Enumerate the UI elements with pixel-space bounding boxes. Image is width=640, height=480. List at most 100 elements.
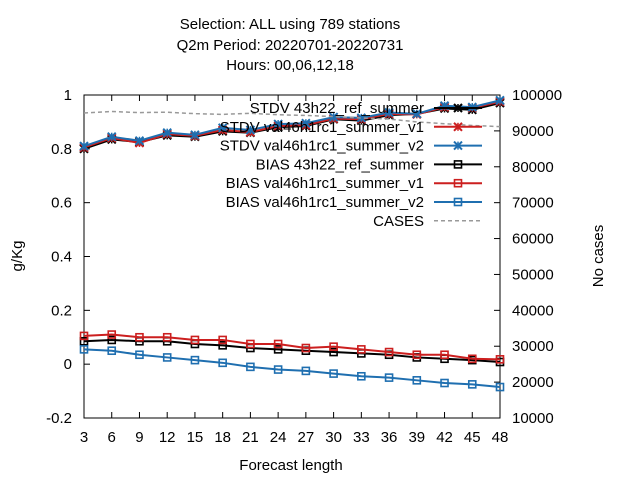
data-point — [273, 119, 283, 129]
x-tick-label: 45 — [464, 429, 481, 446]
data-point — [107, 132, 117, 142]
data-point — [412, 350, 422, 360]
data-point — [162, 332, 172, 342]
x-tick-label: 48 — [492, 429, 509, 446]
legend-entry-5: BIAS val46h1rc1_summer_v2 — [226, 194, 482, 211]
y-tick-label: 0.4 — [51, 249, 72, 266]
series-2 — [79, 95, 505, 151]
legend-entry-3: BIAS 43h22_ref_summer — [256, 156, 482, 173]
series-4 — [79, 330, 505, 364]
data-point — [273, 339, 283, 349]
y2-tick-label: 60000 — [512, 231, 554, 248]
data-point — [190, 355, 200, 365]
data-point — [329, 369, 338, 378]
y-axis-label: g/Kg — [9, 241, 26, 272]
legend-label: STDV val46h1rc1_summer_v1 — [220, 119, 424, 136]
chart-title-line-1: Selection: ALL using 789 stations — [179, 16, 401, 33]
data-point — [329, 347, 338, 357]
x-tick-label: 9 — [135, 429, 143, 446]
data-point — [467, 380, 477, 389]
data-point — [412, 376, 422, 385]
data-point — [135, 332, 144, 342]
data-point — [412, 109, 422, 119]
data-point — [218, 335, 227, 345]
series-5 — [79, 345, 505, 392]
x-tick-label: 18 — [214, 429, 231, 446]
legend-marker — [453, 140, 463, 151]
x-tick-label: 39 — [408, 429, 425, 446]
chart-title-line-2: Q2m Period: 20220701-20220731 — [176, 37, 404, 54]
x-tick-label: 42 — [436, 429, 453, 446]
data-point — [190, 335, 200, 345]
data-point — [79, 331, 89, 341]
y2-tick-label: 70000 — [512, 195, 554, 212]
data-point — [301, 118, 311, 128]
legend-marker — [453, 103, 463, 113]
data-point — [328, 112, 339, 122]
data-point — [107, 335, 117, 345]
data-point — [384, 107, 394, 118]
y2-tick-label: 100000 — [512, 87, 562, 104]
y2-tick-label: 90000 — [512, 123, 554, 140]
data-point — [79, 141, 89, 151]
y2-tick-label: 40000 — [512, 302, 554, 319]
y2-tick-label: 20000 — [512, 374, 554, 391]
data-point — [301, 343, 311, 353]
legend-marker — [453, 178, 463, 188]
series-line — [83, 338, 501, 364]
y-tick-label: 1 — [64, 87, 72, 104]
legend: STDV 43h22_ref_summer STDV val46h1rc1_sum… — [220, 100, 482, 230]
series-line — [83, 348, 501, 389]
series-3 — [79, 335, 505, 367]
data-point — [217, 123, 228, 133]
data-point — [301, 366, 311, 376]
data-point — [273, 365, 283, 374]
data-point — [495, 382, 505, 392]
data-point — [107, 346, 117, 356]
data-point — [440, 378, 449, 388]
legend-entry-4: BIAS val46h1rc1_summer_v1 — [226, 175, 482, 192]
legend-label: BIAS val46h1rc1_summer_v2 — [226, 194, 424, 211]
legend-entry-2: STDV val46h1rc1_summer_v2 — [220, 138, 482, 155]
data-point — [218, 341, 227, 350]
legend-entry-6: CASES — [373, 213, 482, 230]
legend-marker — [453, 122, 463, 132]
data-point — [356, 113, 367, 123]
x-axis-label: Forecast length — [239, 457, 342, 474]
data-point — [134, 136, 145, 146]
y-tick-label: 0 — [64, 356, 72, 373]
data-point — [495, 355, 505, 364]
data-point — [495, 95, 505, 106]
x-tick-label: 21 — [242, 429, 259, 446]
data-point — [384, 373, 394, 382]
data-point — [467, 354, 477, 364]
chart-title-line-3: Hours: 00,06,12,18 — [226, 57, 354, 74]
legend-entry-1: STDV val46h1rc1_summer_v1 — [220, 119, 482, 136]
data-point — [440, 350, 449, 360]
y-tick-label: 0.8 — [51, 141, 72, 158]
y2-tick-label: 30000 — [512, 338, 554, 355]
x-tick-label: 6 — [108, 429, 116, 446]
x-tick-label: 3 — [80, 429, 88, 446]
data-point — [79, 336, 89, 346]
data-point — [357, 371, 366, 381]
data-point — [245, 125, 256, 135]
legend-label: BIAS 43h22_ref_summer — [256, 156, 424, 173]
data-point — [384, 347, 394, 357]
data-point — [218, 358, 227, 368]
legend-label: CASES — [373, 213, 424, 230]
x-tick-label: 27 — [298, 429, 315, 446]
legend-entry-0: STDV 43h22_ref_summer — [250, 100, 482, 117]
series-line — [83, 333, 501, 361]
data-point — [246, 362, 255, 372]
x-tick-label: 30 — [325, 429, 342, 446]
x-tick-label: 24 — [270, 429, 287, 446]
y2-tick-label: 80000 — [512, 159, 554, 176]
axes-layer: 3 6 9 12 15 18 21 24 27 30 33 36 39 42 45 48-0.200.20.4… — [46, 87, 562, 446]
y-tick-label: 0.6 — [51, 195, 72, 212]
data-point — [246, 339, 255, 349]
y2-tick-label: 10000 — [512, 410, 554, 427]
data-point — [329, 342, 338, 351]
y-tick-label: -0.2 — [46, 410, 72, 427]
